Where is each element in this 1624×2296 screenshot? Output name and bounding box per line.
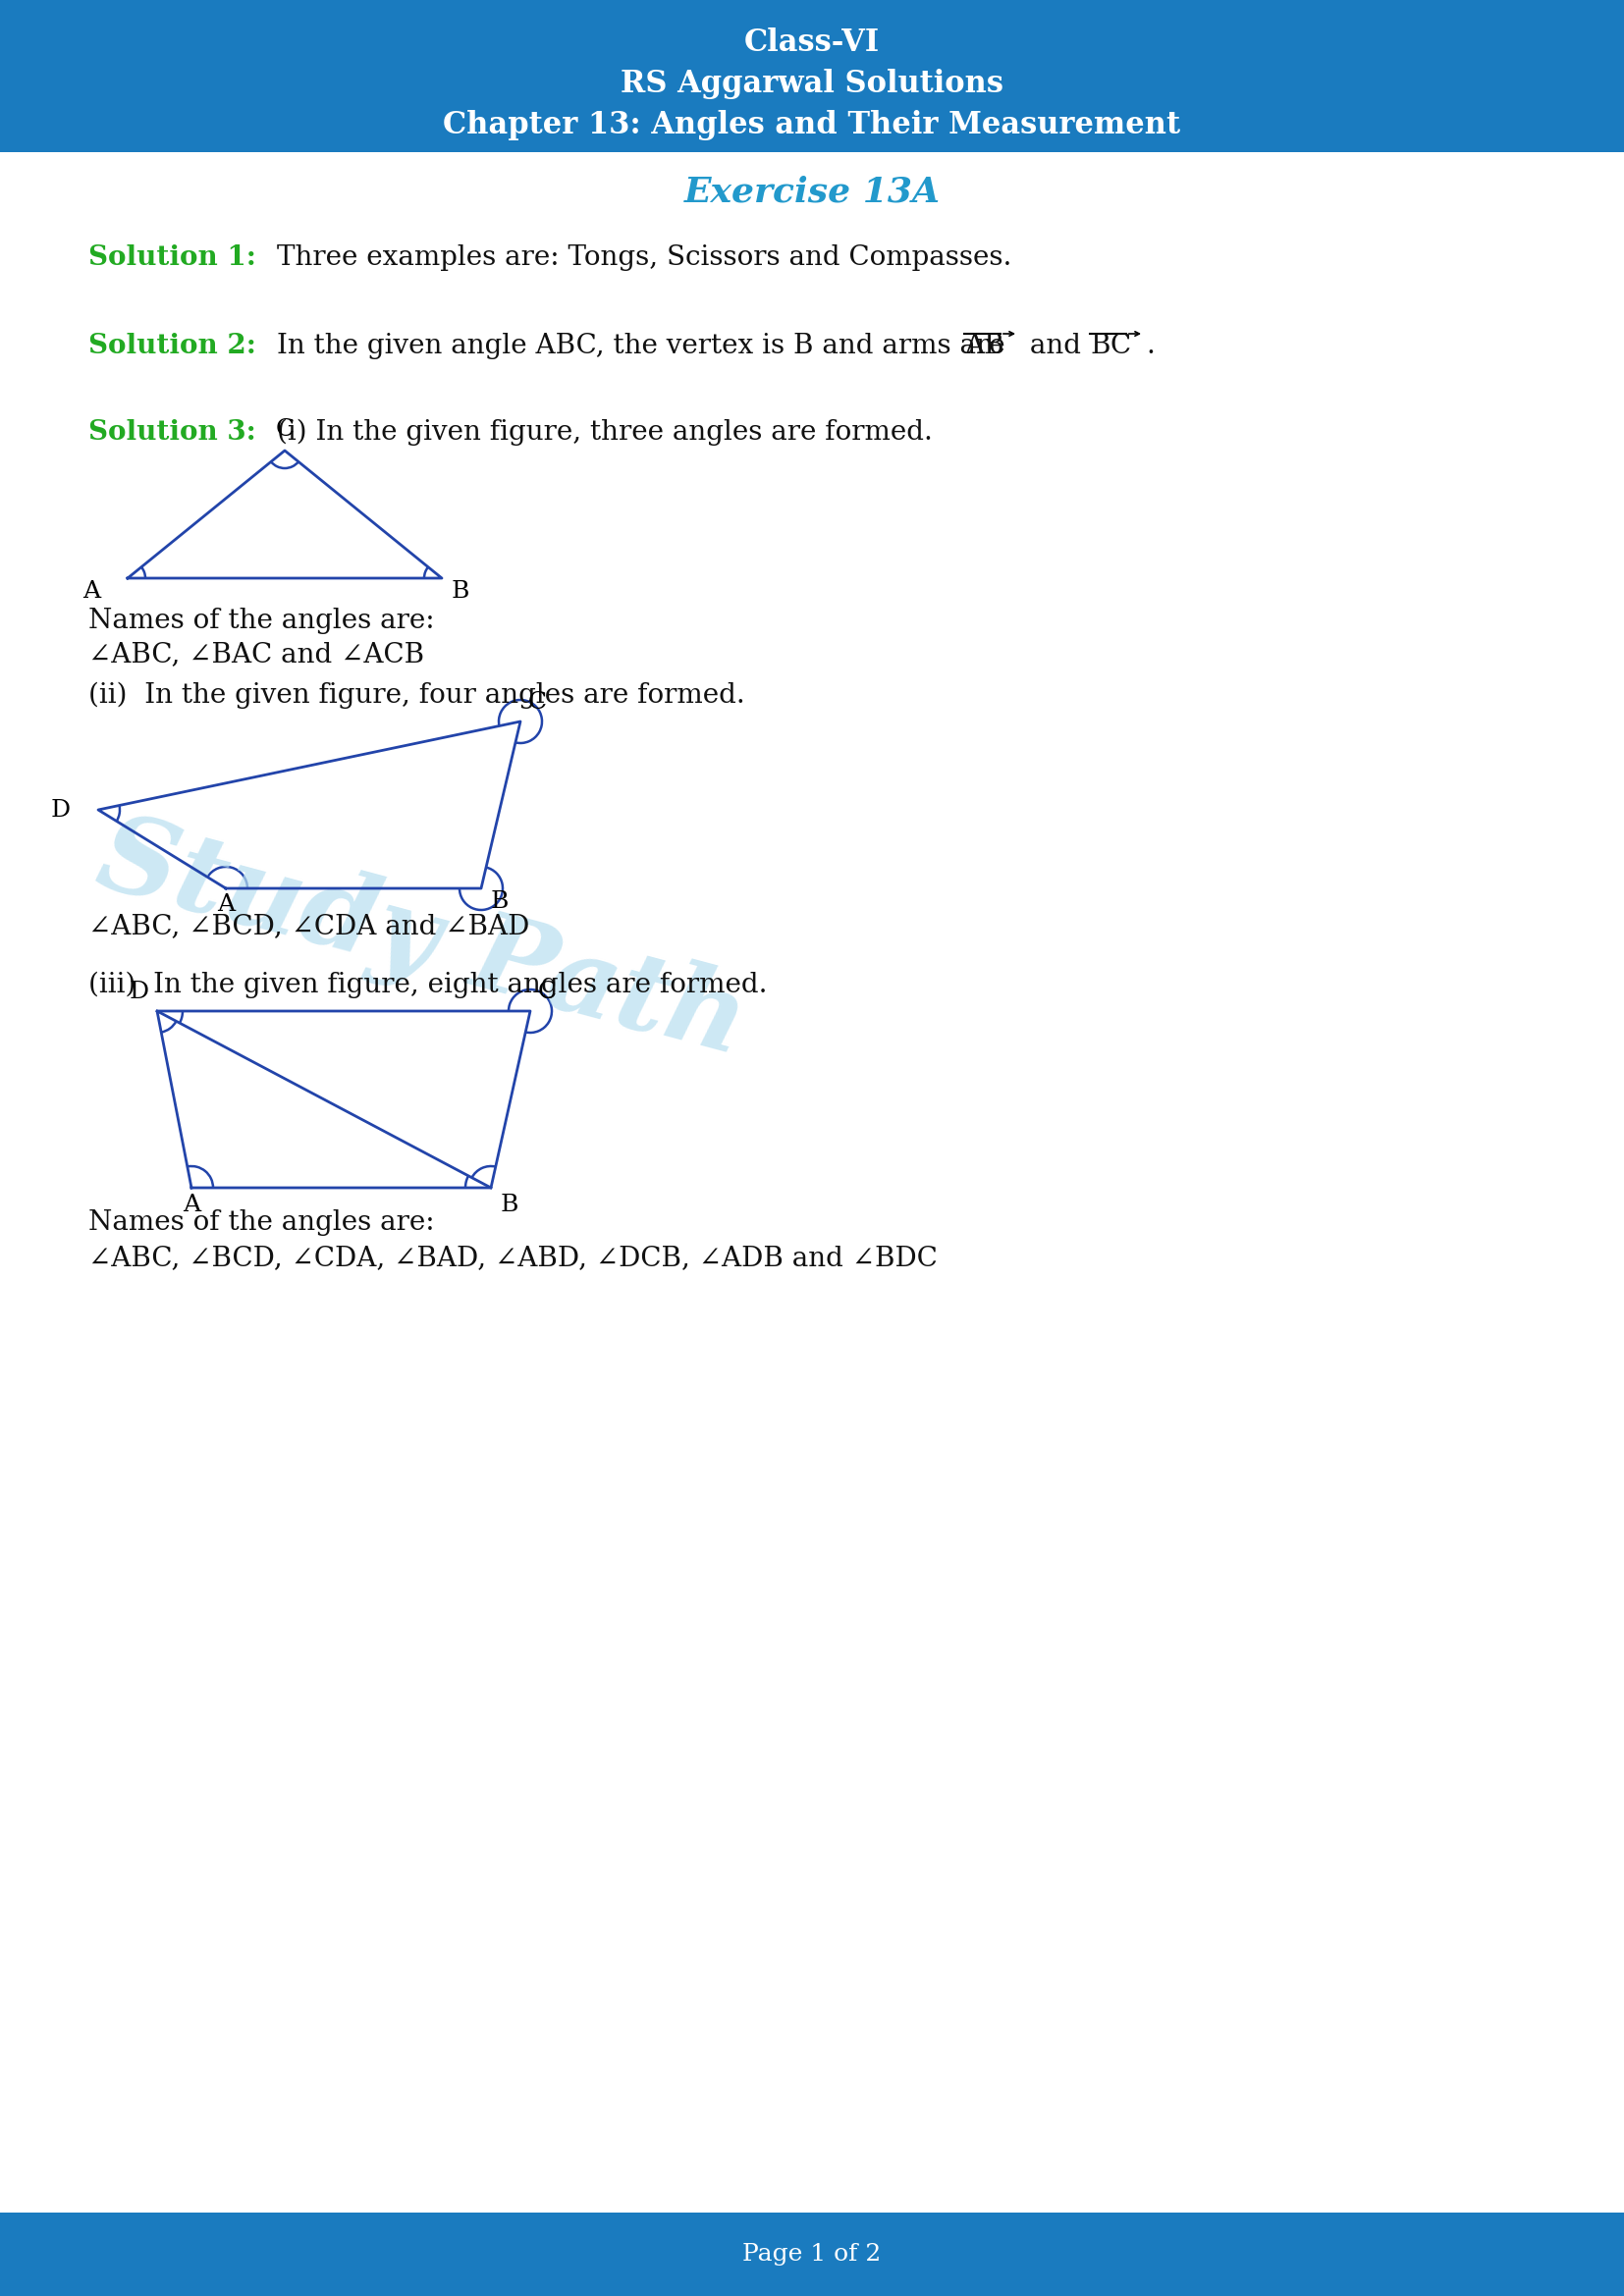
Text: D: D — [130, 980, 149, 1003]
Text: Names of the angles are:: Names of the angles are: — [88, 608, 435, 634]
Text: .: . — [1147, 333, 1155, 358]
Text: B: B — [500, 1194, 518, 1217]
Text: Solution 2:: Solution 2: — [88, 333, 257, 358]
Text: C: C — [276, 418, 294, 441]
Text: C: C — [538, 980, 557, 1003]
Text: ∠ABC, ∠BCD, ∠CDA and ∠BAD: ∠ABC, ∠BCD, ∠CDA and ∠BAD — [88, 914, 529, 939]
Text: Three examples are: Tongs, Scissors and Compasses.: Three examples are: Tongs, Scissors and … — [276, 243, 1012, 271]
Bar — [0, 0, 1624, 152]
Text: Class-VI: Class-VI — [744, 28, 880, 57]
Text: A: A — [182, 1194, 200, 1217]
Text: Solution 1:: Solution 1: — [88, 243, 257, 271]
Text: BC: BC — [1090, 333, 1132, 358]
Text: A: A — [83, 581, 101, 604]
Text: C: C — [528, 691, 547, 714]
Text: B: B — [490, 891, 508, 914]
Text: RS Aggarwal Solutions: RS Aggarwal Solutions — [620, 69, 1004, 99]
Text: (ii)  In the given figure, four angles are formed.: (ii) In the given figure, four angles ar… — [88, 682, 745, 709]
Text: In the given angle ABC, the vertex is B and arms are: In the given angle ABC, the vertex is B … — [276, 333, 1013, 358]
Text: Page 1 of 2: Page 1 of 2 — [742, 2243, 882, 2266]
Text: (i) In the given figure, three angles are formed.: (i) In the given figure, three angles ar… — [276, 420, 932, 445]
Text: Solution 3:: Solution 3: — [88, 420, 257, 445]
Text: (iii)  In the given figure, eight angles are formed.: (iii) In the given figure, eight angles … — [88, 971, 767, 999]
Text: AB: AB — [965, 333, 1004, 358]
Text: Names of the angles are:: Names of the angles are: — [88, 1210, 435, 1235]
Text: Chapter 13: Angles and Their Measurement: Chapter 13: Angles and Their Measurement — [443, 110, 1181, 140]
Text: D: D — [50, 799, 71, 822]
Text: ∠ABC, ∠BAC and ∠ACB: ∠ABC, ∠BAC and ∠ACB — [88, 641, 424, 668]
Text: A: A — [218, 893, 235, 916]
Text: and: and — [1021, 333, 1090, 358]
Text: B: B — [451, 581, 469, 604]
Text: Study Path: Study Path — [86, 804, 758, 1079]
Text: ∠ABC, ∠BCD, ∠CDA, ∠BAD, ∠ABD, ∠DCB, ∠ADB and ∠BDC: ∠ABC, ∠BCD, ∠CDA, ∠BAD, ∠ABD, ∠DCB, ∠ADB… — [88, 1244, 937, 1272]
Bar — [0, 2213, 1624, 2296]
Text: Exercise 13A: Exercise 13A — [684, 177, 940, 209]
